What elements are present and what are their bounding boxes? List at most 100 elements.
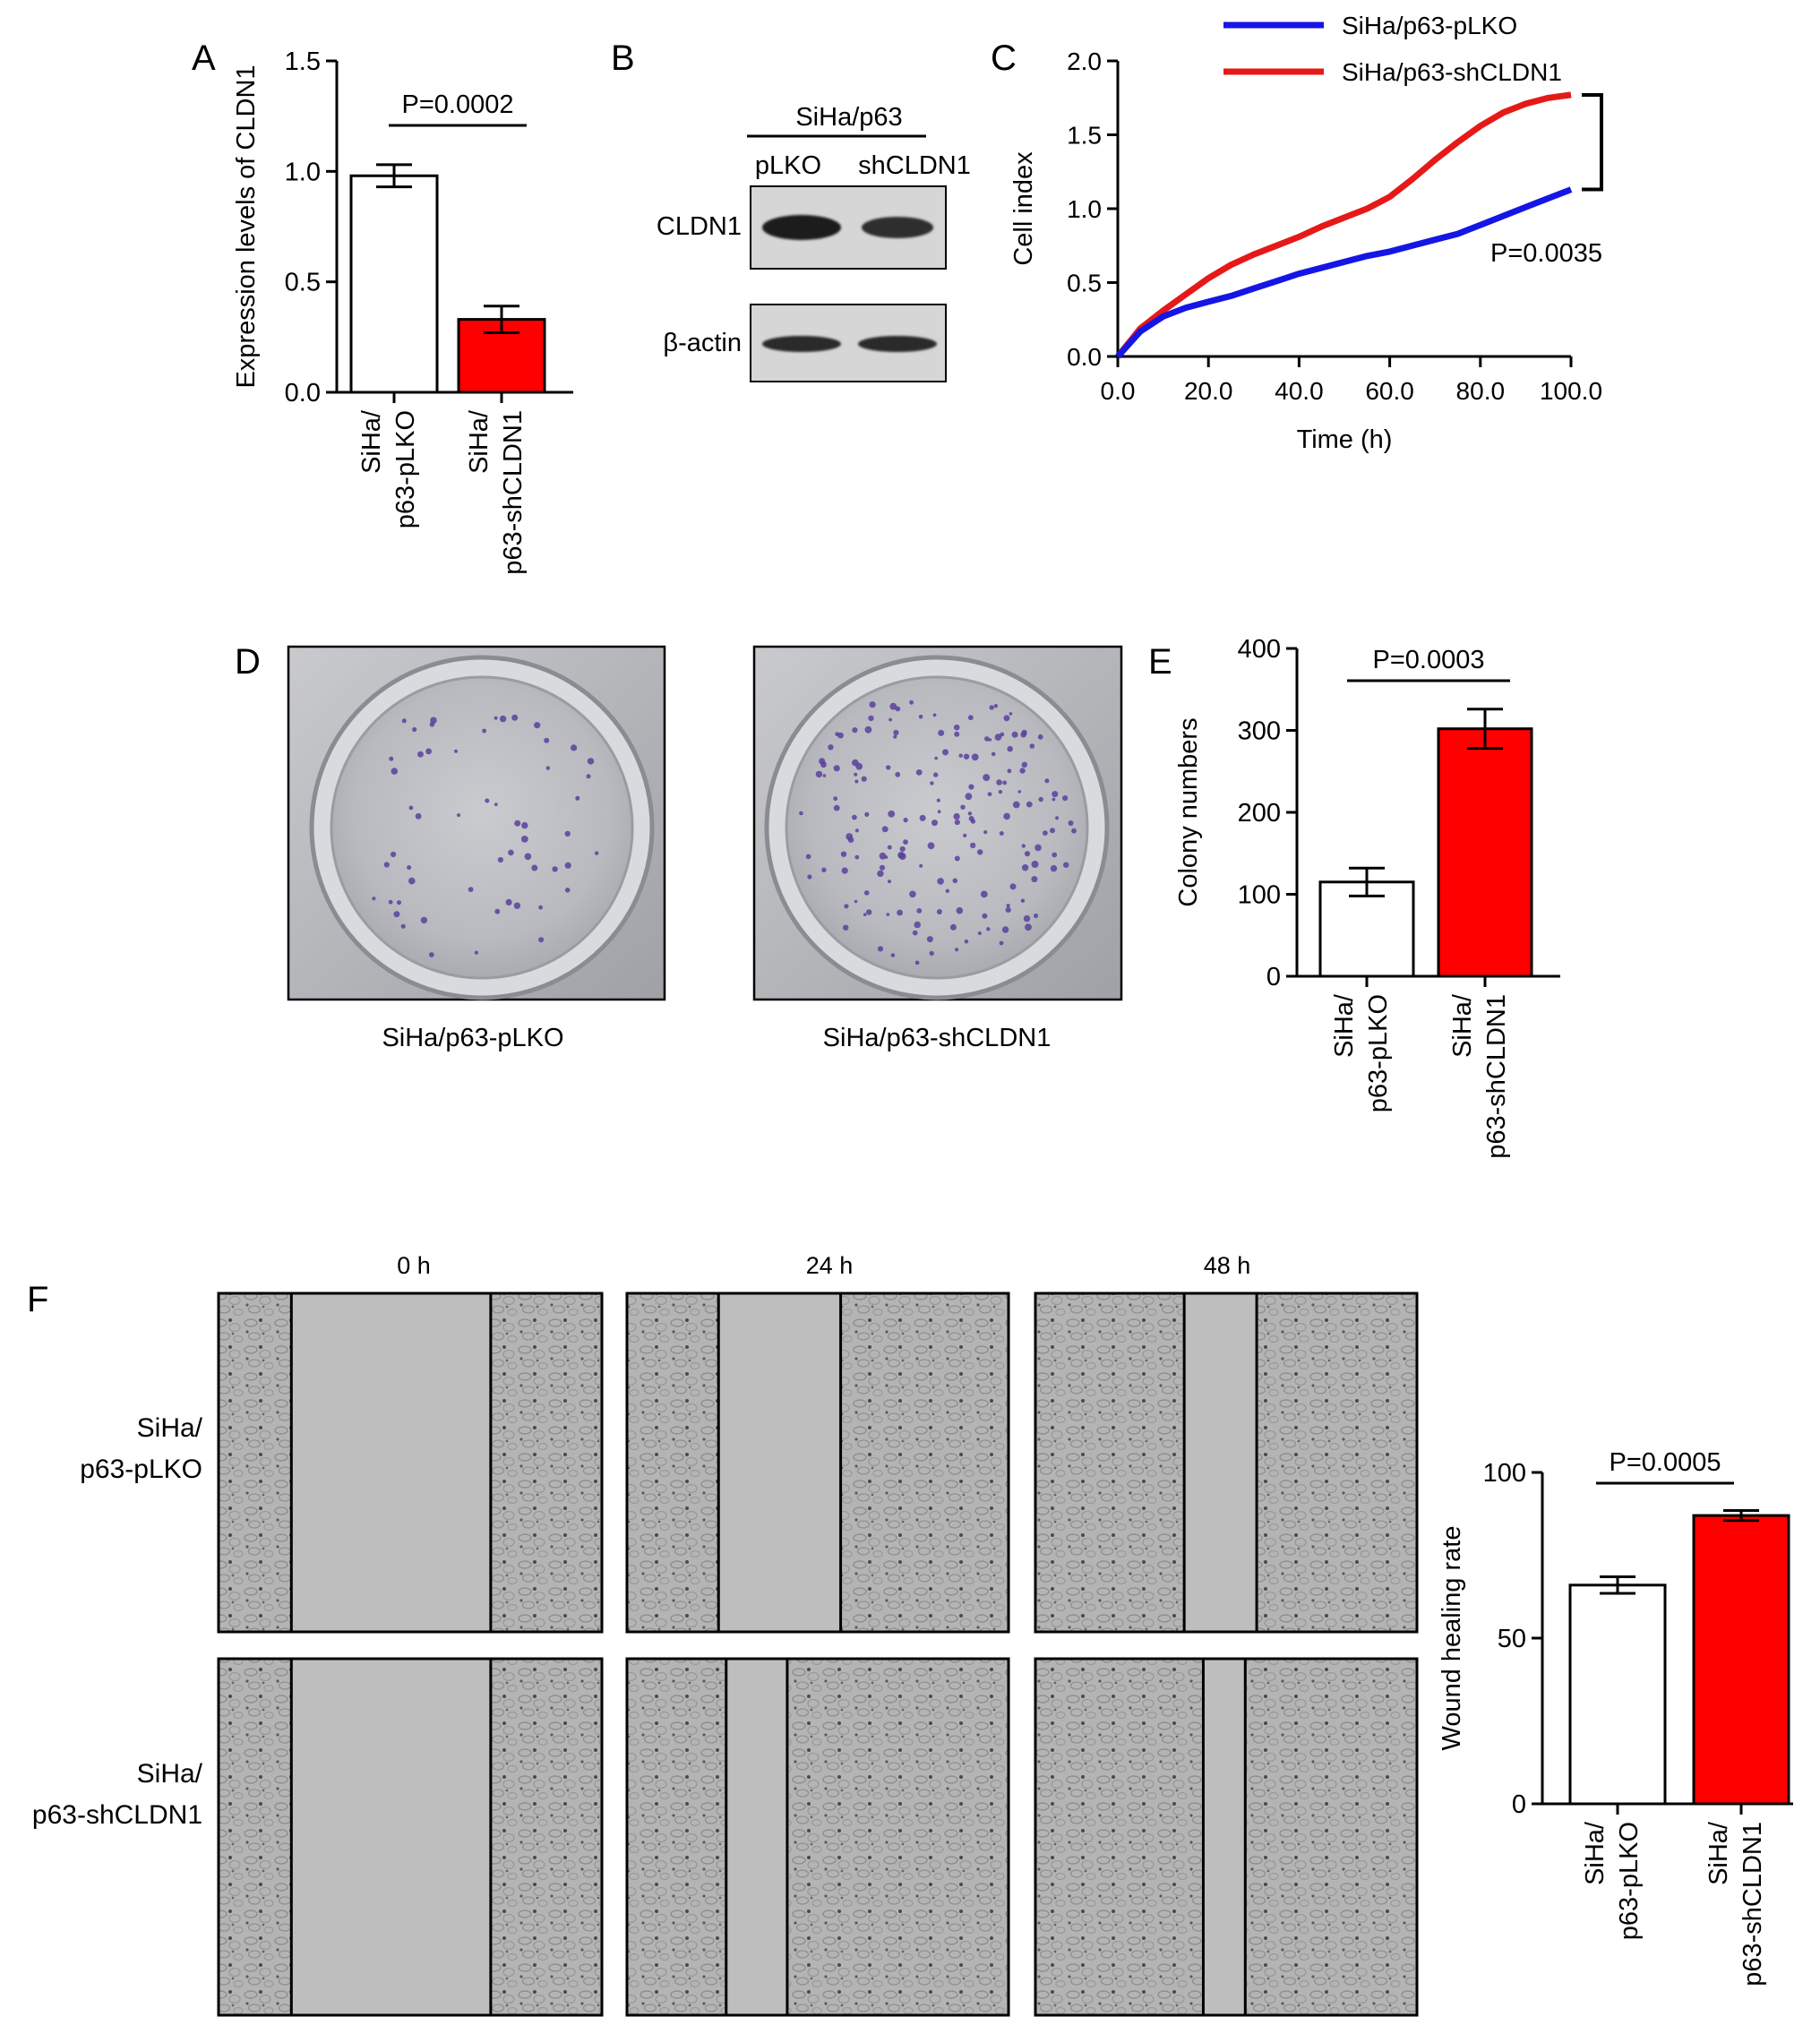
colony-dot	[833, 804, 840, 811]
colony-dot	[991, 751, 996, 757]
colony-dot	[930, 781, 934, 785]
x-tick-label: 60.0	[1365, 377, 1414, 405]
colony-dot	[494, 802, 498, 807]
colony-dot	[1052, 852, 1058, 858]
colonies-shcldn1	[799, 699, 1077, 966]
colony-dot	[918, 715, 923, 719]
colony-dot	[1009, 712, 1013, 716]
colony-dot	[983, 830, 988, 835]
colony-dot	[994, 734, 1002, 741]
colony-dot	[1023, 914, 1031, 923]
y-tick-label: 0.5	[1067, 270, 1102, 297]
legend-label: SiHa/p63-pLKO	[1342, 12, 1517, 39]
colony-dot	[372, 897, 376, 901]
colony-dot	[1031, 876, 1038, 883]
colony-dot	[1052, 791, 1059, 798]
colony-dot	[932, 713, 937, 717]
bar	[1437, 727, 1533, 978]
p-value-label: P=0.0003	[1373, 646, 1485, 674]
colony-dot	[843, 924, 849, 931]
colony-dot	[987, 792, 992, 797]
bar	[1568, 1583, 1667, 1806]
row-label-plko-line2: p63-pLKO	[80, 1455, 202, 1484]
blot-band-cldn1-plko	[762, 215, 841, 240]
x-tick-label: 40.0	[1275, 377, 1324, 405]
colony-dot	[1006, 904, 1010, 908]
colony-dot	[586, 774, 591, 779]
colony-dot	[1021, 864, 1029, 871]
colony-dot	[914, 960, 920, 966]
blot-row-label-actin: β-actin	[663, 329, 742, 357]
colony-dot	[1033, 913, 1039, 919]
colony-dot	[1012, 801, 1020, 809]
colony-dot	[983, 774, 991, 782]
colony-dot	[1044, 778, 1050, 784]
panel-label-e: E	[1148, 642, 1172, 682]
colony-dot	[1071, 828, 1077, 834]
colony-dot	[482, 728, 486, 734]
colony-dot	[847, 837, 854, 843]
colony-dot	[888, 810, 896, 818]
colony-dot	[508, 849, 514, 856]
colony-dot	[952, 878, 958, 884]
colony-dot	[868, 715, 874, 722]
colony-dot	[534, 722, 541, 729]
y-tick-label: 1.0	[1067, 195, 1102, 223]
colony-dot	[909, 699, 914, 705]
colony-dot	[934, 756, 938, 760]
colony-dot	[1050, 828, 1055, 834]
colony-dot	[815, 770, 823, 778]
colony-dot	[999, 940, 1004, 946]
x-category-label: SiHa/	[465, 409, 494, 474]
x-category-label: SiHa/	[357, 409, 386, 474]
y-tick-label: 1.0	[285, 158, 321, 186]
colony-dot	[982, 913, 988, 919]
colony-caption-plko: SiHa/p63-pLKO	[382, 1024, 563, 1052]
colony-dot	[1017, 790, 1022, 794]
colony-dot	[807, 874, 812, 880]
y-tick-label: 50	[1498, 1625, 1526, 1653]
colony-dot	[965, 793, 973, 801]
colony-dot	[888, 880, 891, 884]
colony-dot	[854, 828, 860, 833]
colony-dot	[595, 851, 599, 855]
colony-dot	[401, 718, 407, 724]
colony-dot	[936, 798, 940, 802]
colony-dot	[953, 812, 960, 820]
colony-dot	[391, 768, 399, 775]
colony-dot	[497, 856, 504, 863]
colony-dot	[412, 726, 417, 733]
wound-image-cells	[627, 1659, 1009, 2015]
colony-dot	[986, 927, 991, 931]
colony-dot	[936, 909, 942, 914]
colony-dot	[1020, 731, 1026, 738]
colony-dot	[513, 902, 521, 909]
colony-dot	[505, 898, 512, 906]
colony-dot	[1068, 820, 1074, 826]
y-tick-label: 2.0	[1067, 47, 1102, 75]
colony-dot	[415, 812, 422, 820]
blot-row-label-cldn1: CLDN1	[657, 212, 742, 241]
colony-dot	[864, 725, 872, 734]
colony-dot	[1020, 898, 1026, 903]
colony-dot	[391, 851, 397, 858]
colony-dot	[879, 864, 886, 871]
colony-dot	[538, 937, 545, 943]
colony-dot	[993, 704, 999, 708]
panel-label-d: D	[235, 642, 261, 682]
wound-image-frame	[1034, 1292, 1419, 1634]
bar	[1692, 1514, 1790, 1806]
x-category-label: SiHa/	[1448, 993, 1477, 1058]
colony-dot	[1025, 923, 1032, 931]
colony-dot	[805, 854, 811, 860]
colony-dot	[408, 877, 416, 885]
colony-dot	[919, 863, 923, 868]
colony-plate-shcldn1	[752, 645, 1123, 1001]
panel-label-a: A	[192, 39, 216, 78]
colony-dot	[388, 899, 393, 905]
colony-dot	[980, 890, 988, 898]
colony-dot	[1002, 780, 1008, 785]
colony-dot	[938, 729, 945, 736]
colony-dot	[915, 769, 923, 776]
